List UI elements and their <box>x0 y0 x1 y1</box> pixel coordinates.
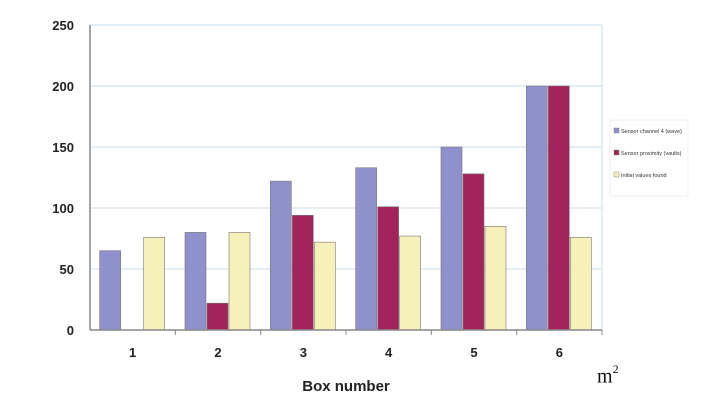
bar-box-4-series-2 <box>377 206 399 331</box>
y-axis-ticks: 0 50 100 150 200 250 <box>52 18 74 338</box>
x-axis-title: Box number <box>302 378 390 395</box>
legend-label-1: Sensor channel 4 (wave) <box>621 129 682 135</box>
bar-box-6-series-1 <box>526 85 548 331</box>
y-tick-label-50: 50 <box>60 262 74 277</box>
bar-box-2-series-2 <box>206 302 229 331</box>
axes <box>89 25 603 335</box>
bar-box-3-series-1 <box>270 180 292 331</box>
bar-box-5-series-3 <box>484 226 507 331</box>
legend-label-2: Sensor proximity (vaults) <box>621 151 682 157</box>
legend-swatch-1 <box>613 127 620 134</box>
bar-box-4-series-1 <box>355 167 377 331</box>
bars <box>99 85 592 331</box>
x-tick-label-3: 3 <box>300 345 307 360</box>
bar-box-1-series-3 <box>143 236 165 331</box>
unit-annotation: m2 <box>597 362 619 388</box>
x-tick-label-5: 5 <box>470 345 477 360</box>
gridlines <box>90 24 603 331</box>
bar-box-5-series-1 <box>440 146 463 331</box>
legend-swatch-2 <box>613 149 620 156</box>
y-tick-label-150: 150 <box>52 140 74 155</box>
bar-box-4-series-3 <box>399 235 421 331</box>
bar-box-6-series-3 <box>570 236 592 331</box>
bar-box-3-series-2 <box>292 215 314 331</box>
bar-box-6-series-2 <box>548 85 570 331</box>
legend-label-3: Initial values found <box>621 173 667 179</box>
bar-box-5-series-2 <box>462 173 485 331</box>
bar-box-2-series-1 <box>184 232 207 331</box>
x-tick-label-6: 6 <box>556 345 563 360</box>
legend: Sensor channel 4 (wave) Sensor proximity … <box>609 119 689 197</box>
x-tick-label-4: 4 <box>385 345 393 360</box>
x-tick-label-2: 2 <box>214 345 221 360</box>
x-tick-label-1: 1 <box>129 345 136 360</box>
y-tick-label-100: 100 <box>52 201 74 216</box>
bar-box-2-series-3 <box>228 232 251 331</box>
legend-box <box>609 119 689 197</box>
legend-swatch-3 <box>613 171 620 178</box>
bar-box-3-series-3 <box>314 241 336 331</box>
y-tick-label-200: 200 <box>52 79 74 94</box>
bar-box-1-series-1 <box>99 250 121 331</box>
y-tick-label-0: 0 <box>67 323 74 338</box>
y-tick-label-250: 250 <box>52 18 74 33</box>
x-axis-ticks: 1 2 3 4 5 6 <box>129 345 563 360</box>
